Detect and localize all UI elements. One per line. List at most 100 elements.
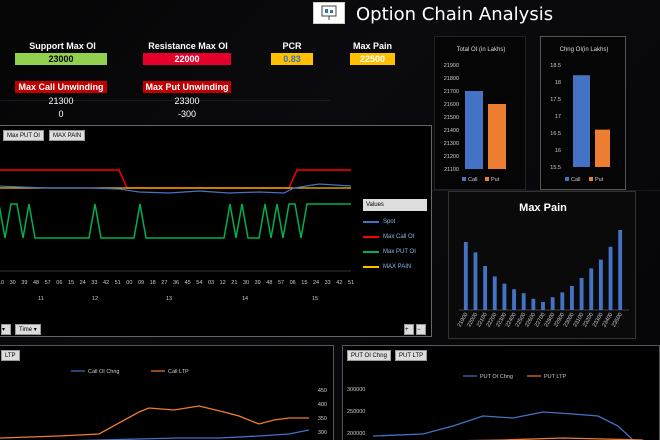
total-oi-legend-call: Call xyxy=(468,177,477,183)
time-tick: 36 xyxy=(173,280,179,286)
max-call-unwinding-strike: 21300 xyxy=(48,96,74,106)
presentation-icon xyxy=(313,2,345,24)
legend-put-oi-chng: PUT OI Chng xyxy=(480,374,513,380)
max-pain-bar xyxy=(483,266,488,310)
day-label: 15 xyxy=(312,296,318,302)
chng-oi-put-bar xyxy=(595,129,610,167)
chng-oi-y-tick: 17 xyxy=(555,114,561,120)
put-oi-chng-button[interactable]: PUT OI Chng xyxy=(347,350,391,361)
max-pain-bar xyxy=(550,297,555,310)
total-oi-call-bar xyxy=(465,91,483,169)
call-oi-chart-panel: LTP Call OI Chng Call LTP 450 400 350 300 xyxy=(0,345,334,440)
call-ltp-y-tick: 400 xyxy=(318,402,327,408)
time-tick: 57 xyxy=(278,280,284,286)
total-oi-panel: Total OI (in Lakhs) 21900 21800 21700 21600… xyxy=(434,36,526,190)
time-tick: 15 xyxy=(301,280,307,286)
max-call-unwinding-value: 0 xyxy=(58,109,64,119)
time-tick: 15 xyxy=(68,280,74,286)
pcr-value: 0.83 xyxy=(271,53,313,65)
time-tick: 33 xyxy=(91,280,97,286)
support-max-oi-label: Support Max OI xyxy=(29,41,96,51)
collapse-icon[interactable]: − xyxy=(416,324,426,335)
max-pain-bar xyxy=(618,230,623,310)
call-ltp-y-tick: 450 xyxy=(318,388,327,394)
max-pain-bar xyxy=(608,246,613,310)
total-oi-y-tick: 21800 xyxy=(444,76,459,82)
put-oi-chart-panel: PUT OI Chng PUT LTP PUT OI Chng PUT LTP … xyxy=(342,345,660,440)
time-tick: 57 xyxy=(45,280,51,286)
total-oi-y-tick: 21200 xyxy=(444,154,459,160)
max-pain-chart-title: Max Pain xyxy=(519,202,567,214)
support-max-oi-value: 23000 xyxy=(15,53,107,65)
chng-oi-y-tick: 15.5 xyxy=(550,165,561,171)
pcr-label: PCR xyxy=(282,41,302,51)
put-ltp-button[interactable]: PUT LTP xyxy=(395,350,428,361)
time-filter-button[interactable]: Time ▾ xyxy=(15,324,41,335)
chng-oi-legend-put: Put xyxy=(595,177,604,183)
series-spot xyxy=(0,183,352,194)
series-put-oi-chng xyxy=(372,411,635,440)
time-tick: 30 xyxy=(10,280,16,286)
max-pain-bar xyxy=(598,259,603,310)
chng-oi-y-tick: 17.5 xyxy=(550,97,561,103)
filter-dropdown-icon[interactable]: ▾ xyxy=(1,324,11,335)
max-pain-bar xyxy=(521,293,526,310)
max-pain-bar xyxy=(579,278,584,310)
expand-icon[interactable]: + xyxy=(404,324,414,335)
time-tick: 24 xyxy=(80,280,86,286)
time-tick: 51 xyxy=(348,280,354,286)
call-ltp-y-tick: 350 xyxy=(318,416,327,422)
legend-item: Max Call OI xyxy=(363,229,429,244)
legend-swatch-put xyxy=(485,177,489,181)
legend-item: Spot xyxy=(363,214,429,229)
max-put-oi-button[interactable]: Max PUT OI xyxy=(3,130,44,141)
chng-oi-legend-call: Call xyxy=(571,177,580,183)
max-put-unwinding-label: Max Put Unwinding xyxy=(143,81,231,93)
max-pain-bar xyxy=(541,302,545,310)
chng-oi-y-tick: 18 xyxy=(555,80,561,86)
time-tick: 06 xyxy=(56,280,62,286)
max-put-unwinding-strike: 23300 xyxy=(174,96,200,106)
chng-oi-call-bar xyxy=(573,75,590,167)
legend-label: Max Call OI xyxy=(383,233,415,240)
time-tick: 03 xyxy=(208,280,214,286)
ltp-button[interactable]: LTP xyxy=(1,350,20,361)
series-call-ltp xyxy=(0,405,309,439)
time-tick: 48 xyxy=(33,280,39,286)
legend-call-oi-chng: Call OI Chng xyxy=(88,369,120,375)
max-pain-bar xyxy=(492,276,497,310)
series-put-ltp xyxy=(463,437,644,440)
time-tick: 42 xyxy=(336,280,342,286)
total-oi-legend-put: Put xyxy=(491,177,500,183)
time-tick: 21 xyxy=(231,280,237,286)
main-chart-legend: Spot Max Call OI Max PUT OI MAX PAIN xyxy=(363,214,429,274)
time-tick: 42 xyxy=(103,280,109,286)
total-oi-y-tick: 21500 xyxy=(444,115,459,121)
put-oi-y-tick: 300000 xyxy=(347,387,365,393)
legend-swatch-call xyxy=(565,177,569,181)
resistance-max-oi-value: 22000 xyxy=(143,53,231,65)
time-tick: 51 xyxy=(115,280,121,286)
bg-line xyxy=(430,190,660,191)
max-pain-bar xyxy=(473,252,478,310)
legend-label: Spot xyxy=(383,218,396,225)
max-pain-bar xyxy=(502,283,507,310)
max-pain-button[interactable]: MAX PAIN xyxy=(49,130,86,141)
total-oi-y-tick: 21700 xyxy=(444,89,459,95)
legend-label: MAX PAIN xyxy=(383,263,412,270)
time-tick: 24 xyxy=(313,280,319,286)
chng-oi-y-tick: 16 xyxy=(555,148,561,154)
max-pain-bar xyxy=(589,268,594,310)
bg-line xyxy=(0,100,330,101)
max-pain-label: Max Pain xyxy=(352,41,392,51)
series-call-oi-chng xyxy=(72,429,310,440)
put-oi-y-tick: 200000 xyxy=(347,431,365,437)
total-oi-y-tick: 21900 xyxy=(444,63,459,69)
time-tick: 33 xyxy=(325,280,331,286)
legend-swatch-put xyxy=(589,177,593,181)
time-tick: 39 xyxy=(255,280,261,286)
time-tick: 30 xyxy=(243,280,249,286)
legend-put-ltp: PUT LTP xyxy=(544,374,566,380)
total-oi-y-tick: 21300 xyxy=(444,141,459,147)
total-oi-put-bar xyxy=(488,104,506,169)
